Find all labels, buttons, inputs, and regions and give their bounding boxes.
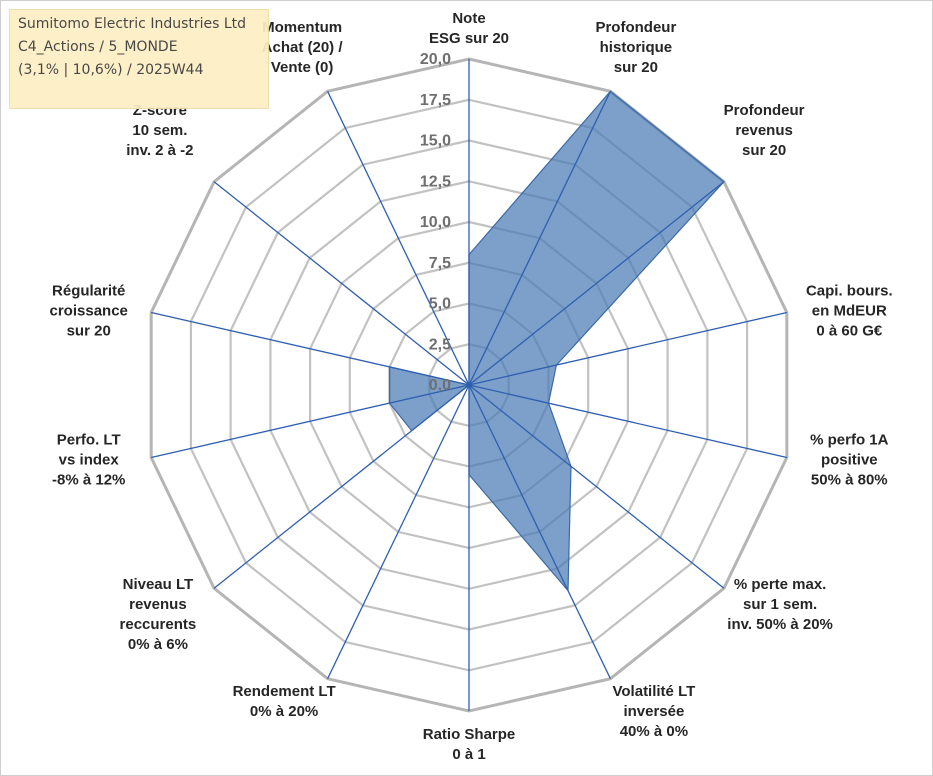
tick-label: 0,0 [429, 377, 451, 394]
series-area [388, 90, 725, 593]
axis-label: % perfo 1A positive 50% à 80% [810, 431, 889, 488]
tick-label: 10,0 [420, 214, 451, 231]
axis-label: Profondeur revenus sur 20 [724, 102, 805, 159]
axis-label: Z-score 10 sem. inv. 2 à -2 [126, 102, 193, 159]
axis-label: % perte max. sur 1 sem. inv. 50% à 20% [727, 576, 833, 633]
axis-spoke [468, 384, 787, 459]
axis-spoke [468, 181, 725, 386]
axis-label: Perfo. LT vs index -8% à 12% [52, 431, 125, 488]
axis-label: Note ESG sur 20 [429, 10, 509, 47]
axis-spoke [468, 384, 725, 589]
period-label: (3,1% | 10,6%) / 2025W44 [18, 62, 204, 78]
axis-spoke [468, 91, 611, 386]
tick-label: 2,5 [429, 336, 451, 353]
tick-label: 5,0 [429, 296, 451, 313]
axis-spoke [213, 181, 470, 386]
tick-label: 12,5 [420, 173, 451, 190]
axis-spoke [151, 384, 470, 459]
axis-spoke [151, 311, 470, 386]
axis-spoke [468, 384, 611, 679]
axis-label: Ratio Sharpe 0 à 1 [423, 726, 516, 763]
axis-spoke [468, 311, 787, 386]
axis-label: Capi. bours. en MdEUR 0 à 60 G€ [806, 283, 893, 340]
tick-label: 20,0 [420, 51, 451, 68]
axis-spoke [327, 384, 470, 679]
tick-label: 17,5 [420, 92, 451, 109]
axis-label: Rendement LT 0% à 20% [233, 683, 336, 720]
company-name: Sumitomo Electric Industries Ltd [18, 16, 247, 32]
portfolio-label: C4_Actions / 5_MONDE [18, 39, 178, 55]
axis-label: Régularité croissance sur 20 [50, 283, 128, 340]
axis-label: Niveau LT revenus reccurents 0% à 6% [120, 576, 197, 653]
axis-label: Momentum Achat (20) / Vente (0) [262, 19, 344, 76]
axis-spoke [213, 384, 470, 589]
axis-label: Profondeur historique sur 20 [595, 19, 676, 76]
axis-spoke [327, 91, 470, 386]
tick-label: 15,0 [420, 133, 451, 150]
axis-label: Volatilité LT inversée 40% à 0% [613, 683, 696, 740]
tick-label: 7,5 [429, 255, 451, 272]
chart-title-box: Sumitomo Electric Industries Ltd C4_Acti… [9, 9, 269, 109]
